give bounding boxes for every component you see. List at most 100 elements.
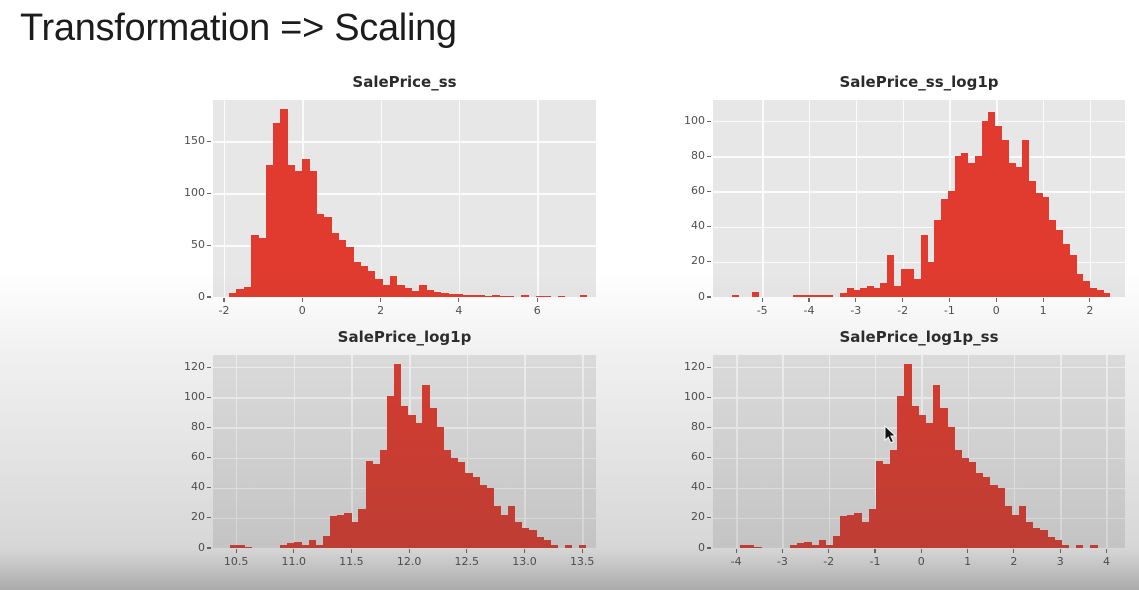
x-tick-label: -1 bbox=[869, 555, 881, 568]
histogram-bar bbox=[1069, 254, 1077, 297]
histogram-bar bbox=[981, 121, 989, 297]
histogram-bar bbox=[920, 235, 928, 297]
histogram-bar bbox=[1025, 522, 1034, 548]
histogram-bar bbox=[826, 295, 834, 297]
y-tick-mark bbox=[207, 396, 211, 398]
histogram-bar bbox=[911, 406, 919, 548]
histogram-bar bbox=[968, 462, 977, 548]
y-tick-label: 100 bbox=[184, 389, 205, 403]
x-tick-label: 1 bbox=[964, 555, 972, 568]
histogram-bar bbox=[353, 261, 361, 297]
x-tick-label: 1 bbox=[1039, 304, 1047, 317]
histogram-bar bbox=[918, 415, 927, 548]
x-tick-mark bbox=[581, 549, 583, 553]
histogram-bar bbox=[536, 537, 544, 548]
histogram-bar bbox=[294, 541, 302, 548]
x-tick-mark bbox=[223, 298, 225, 302]
histogram-bar bbox=[1083, 281, 1091, 297]
x-tick-label: 3 bbox=[1056, 555, 1064, 568]
plot-area bbox=[713, 100, 1125, 297]
y-tick-mark bbox=[707, 547, 711, 549]
x-tick-label: 4 bbox=[1103, 555, 1110, 568]
y-tick-mark bbox=[207, 366, 211, 368]
histogram-bar bbox=[367, 271, 376, 297]
histogram-bar bbox=[988, 112, 996, 297]
x-tick-mark bbox=[1013, 549, 1015, 553]
chart-title: SalePrice_ss_log1p bbox=[839, 73, 999, 91]
gridline-horizontal bbox=[713, 121, 1125, 123]
gridline-horizontal bbox=[713, 156, 1125, 158]
y-tick-mark bbox=[207, 426, 211, 428]
y-tick-label: 80 bbox=[191, 419, 205, 433]
histogram-bar bbox=[386, 395, 395, 548]
gridline-vertical bbox=[855, 100, 858, 297]
histogram-bar bbox=[404, 287, 412, 297]
histogram-bar bbox=[360, 265, 369, 297]
y-tick-mark bbox=[207, 517, 211, 519]
histogram-bar bbox=[236, 288, 244, 297]
x-tick-mark bbox=[995, 298, 997, 302]
chart-saleprice-log1p-ss: SalePrice_log1p_ss -4 -3 -2 -1 0 1 2 3 4 0 20 40 60 8… bbox=[684, 328, 1125, 568]
gridline-horizontal bbox=[213, 141, 596, 143]
histogram-bar bbox=[907, 268, 915, 297]
gridline-vertical bbox=[1089, 100, 1092, 297]
y-tick-label: 60 bbox=[691, 450, 705, 463]
x-tick-label: 2 bbox=[1086, 304, 1094, 317]
histogram-bar bbox=[1008, 163, 1016, 297]
x-tick-label: -4 bbox=[730, 555, 742, 568]
histogram-bar bbox=[839, 293, 847, 297]
histogram-bar bbox=[789, 544, 798, 548]
histogram-bar bbox=[237, 544, 245, 548]
histogram-bar bbox=[974, 156, 982, 297]
histogram-bar bbox=[443, 450, 452, 548]
x-tick-mark bbox=[1042, 298, 1044, 302]
histogram-bar bbox=[280, 109, 288, 297]
histogram-bar bbox=[543, 295, 551, 297]
y-tick-mark bbox=[207, 296, 211, 298]
y-tick-mark bbox=[707, 456, 711, 459]
histogram-bar bbox=[747, 544, 755, 548]
histogram-bar bbox=[550, 544, 558, 548]
histogram-bar bbox=[465, 472, 473, 548]
chart-title: SalePrice_log1p bbox=[337, 328, 472, 346]
y-tick-mark bbox=[207, 547, 211, 549]
histogram-bar bbox=[868, 508, 876, 548]
chart-title: SalePrice_log1p_ss bbox=[839, 328, 999, 346]
histogram-bar bbox=[351, 522, 359, 548]
x-tick-mark bbox=[536, 298, 538, 302]
histogram-bar bbox=[433, 291, 442, 297]
histogram-bar bbox=[309, 170, 317, 297]
histogram-bar bbox=[472, 477, 480, 548]
histogram-bar bbox=[229, 292, 237, 297]
histogram-bar bbox=[1004, 505, 1012, 548]
histogram-bar bbox=[401, 406, 409, 548]
y-tick-mark bbox=[707, 366, 711, 368]
y-tick-mark bbox=[707, 296, 711, 298]
histogram-bar bbox=[507, 505, 516, 548]
histogram-bar bbox=[506, 295, 515, 297]
histogram-bar bbox=[244, 546, 252, 548]
histogram-bar bbox=[947, 427, 955, 548]
histogram-bar bbox=[462, 294, 471, 297]
histogram-bar bbox=[890, 450, 898, 548]
histogram-bar bbox=[839, 516, 848, 548]
y-tick-label: 20 bbox=[691, 254, 705, 268]
gridline-vertical bbox=[458, 100, 461, 297]
y-tick-mark bbox=[207, 192, 211, 194]
x-tick-mark bbox=[1105, 549, 1108, 553]
histogram-bar bbox=[792, 295, 800, 297]
histogram-bar bbox=[1042, 196, 1050, 297]
histogram-bar bbox=[819, 295, 827, 297]
gridline-horizontal bbox=[713, 191, 1125, 193]
x-tick-label: -2 bbox=[897, 304, 909, 317]
y-tick-label: 50 bbox=[191, 237, 205, 251]
histogram-bar bbox=[316, 214, 325, 297]
y-tick-label: 40 bbox=[691, 219, 705, 233]
y-tick-label: 100 bbox=[684, 113, 705, 127]
gridline-horizontal bbox=[213, 245, 596, 247]
histogram-bar bbox=[812, 295, 820, 297]
histogram-bar bbox=[990, 484, 998, 548]
histogram-bar bbox=[887, 254, 895, 297]
histogram-bar bbox=[493, 505, 501, 548]
gridline-vertical bbox=[736, 355, 738, 548]
